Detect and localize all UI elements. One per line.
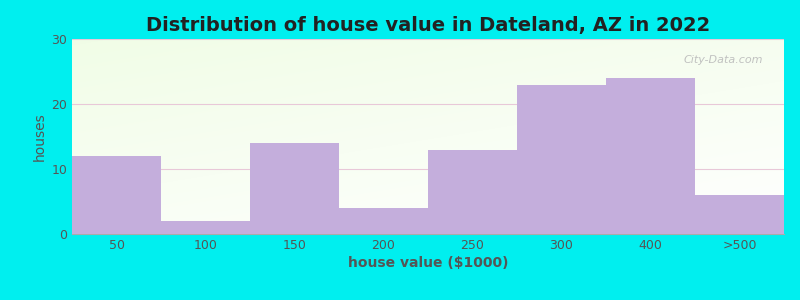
Text: City-Data.com: City-Data.com xyxy=(683,55,762,64)
Bar xyxy=(517,85,606,234)
Title: Distribution of house value in Dateland, AZ in 2022: Distribution of house value in Dateland,… xyxy=(146,16,710,35)
Bar xyxy=(161,221,250,234)
Bar xyxy=(428,149,517,234)
Bar xyxy=(695,195,784,234)
Bar xyxy=(606,78,695,234)
Bar xyxy=(339,208,428,234)
X-axis label: house value ($1000): house value ($1000) xyxy=(348,256,508,270)
Bar xyxy=(72,156,161,234)
Y-axis label: houses: houses xyxy=(33,112,47,161)
Bar xyxy=(250,143,339,234)
